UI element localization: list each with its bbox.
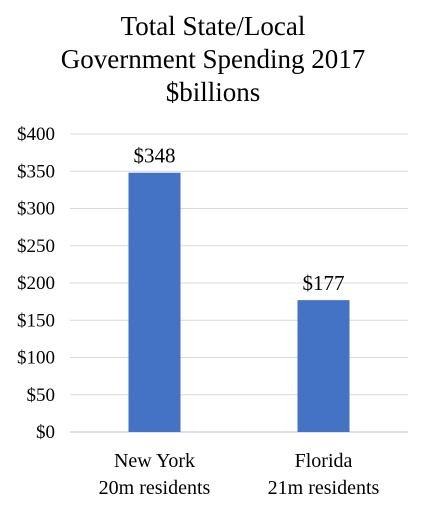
y-tick-label: $200 — [17, 273, 55, 294]
y-tick-label: $0 — [36, 422, 55, 443]
chart-title-line-2: Government Spending 2017 — [61, 44, 365, 74]
bar-1 — [128, 172, 181, 433]
y-tick-label: $50 — [27, 385, 56, 406]
data-label: $348 — [134, 144, 176, 168]
bar-2 — [297, 300, 350, 432]
y-tick-label: $250 — [17, 236, 55, 257]
data-labels: $348 $177 — [134, 144, 345, 295]
category-label: 20m residents — [99, 477, 211, 499]
bars — [128, 172, 350, 433]
chart-title-line-1: Total State/Local — [121, 11, 306, 41]
y-tick-label: $300 — [17, 199, 55, 220]
category-labels: New York 20m residents Florida 21m resident… — [99, 450, 380, 499]
y-tick-label: $150 — [17, 310, 55, 331]
data-label: $177 — [303, 271, 345, 295]
y-tick-label: $400 — [17, 124, 55, 145]
chart-title-line-3: $billions — [166, 77, 261, 107]
category-label: Florida — [295, 450, 353, 472]
gridlines — [70, 133, 408, 433]
y-tick-label: $100 — [17, 348, 55, 369]
y-tick-label: $350 — [17, 161, 55, 182]
category-label: 21m residents — [268, 477, 380, 499]
category-label: New York — [114, 450, 195, 472]
y-axis-tick-labels: $0 $50 $100 $150 $200 $250 $300 $350 $400 — [17, 124, 55, 443]
